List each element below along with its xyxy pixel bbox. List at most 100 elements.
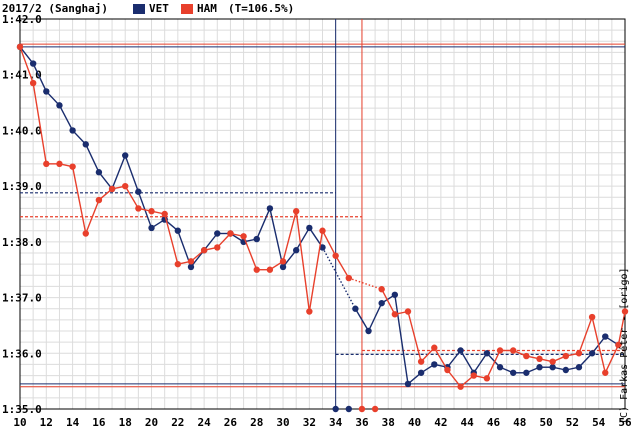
series-segment-ham — [591, 316, 606, 373]
x-tick-label: 26 — [224, 416, 238, 429]
series-segment-ham — [32, 82, 47, 164]
chart-title: 2017/2 (Sanghaj) — [2, 2, 108, 15]
series-segment-vet — [446, 350, 462, 368]
data-point-vet — [319, 244, 326, 251]
x-tick-label: 24 — [198, 416, 212, 429]
series-segment-vet — [85, 144, 100, 173]
y-tick-label: 1:40.0 — [2, 124, 42, 137]
plot-frame — [19, 18, 626, 410]
series-segment-ham — [242, 236, 258, 270]
series-segment-vet — [394, 294, 409, 385]
x-tick-label: 16 — [92, 416, 106, 429]
data-point-ham — [378, 286, 385, 293]
series-segment-ham — [578, 316, 593, 354]
data-point-ham — [575, 350, 583, 357]
series-segment-vet — [354, 308, 370, 332]
series-segment-ham — [407, 311, 422, 362]
data-point-ham — [510, 347, 517, 354]
legend-note-ham: (T=106.5%) — [228, 2, 295, 15]
series-segment-vet — [367, 302, 383, 332]
data-point-ham — [602, 369, 609, 376]
data-point-vet — [588, 350, 596, 357]
data-point-vet — [496, 364, 504, 371]
x-tick-label: 12 — [40, 416, 53, 429]
series-segment-vet — [111, 155, 126, 190]
data-point-vet — [174, 227, 182, 234]
data-point-vet — [135, 188, 142, 195]
series-segment-ham — [446, 369, 462, 388]
data-point-vet — [365, 327, 372, 335]
data-point-ham — [332, 252, 339, 259]
data-point-ham — [404, 308, 412, 315]
data-point-ham — [82, 230, 89, 237]
data-point-vet — [457, 347, 464, 354]
data-point-vet — [536, 364, 543, 371]
y-tick-label: 1:36.0 — [2, 347, 42, 360]
data-point-vet — [510, 369, 517, 376]
pit-marker-vet — [332, 405, 339, 413]
data-point-ham — [174, 260, 182, 268]
data-point-ham — [292, 208, 300, 215]
data-point-vet — [391, 291, 399, 298]
x-tick-label: 20 — [145, 416, 158, 429]
series-segment-ham — [308, 230, 324, 312]
y-tick-label: 1:37.0 — [2, 292, 42, 305]
data-point-vet — [82, 141, 89, 148]
data-point-ham — [214, 244, 221, 251]
series-segment-ham — [71, 166, 87, 234]
x-tick-label: 38 — [382, 416, 395, 429]
x-tick-label: 48 — [513, 416, 526, 429]
data-point-ham — [470, 372, 477, 379]
legend-swatch-ham — [181, 4, 193, 14]
data-point-vet — [43, 88, 50, 95]
series-segment-ham — [295, 211, 311, 312]
legend-swatch-vet — [133, 4, 145, 14]
data-point-ham — [431, 344, 438, 351]
data-point-vet — [549, 364, 556, 371]
series-segment-vet — [124, 155, 140, 192]
x-tick-label: 34 — [329, 416, 343, 429]
data-point-ham — [16, 43, 24, 51]
series-segment-vet — [203, 233, 218, 251]
x-tick-label: 18 — [119, 416, 132, 429]
data-point-ham — [253, 266, 260, 273]
data-point-ham — [135, 205, 142, 212]
series-segment-ham — [282, 211, 297, 262]
data-point-ham — [69, 163, 76, 170]
series-segment-vet — [19, 46, 34, 65]
series-segment-vet — [295, 227, 310, 251]
data-point-ham — [523, 352, 530, 360]
x-tick-label: 36 — [355, 416, 369, 429]
data-point-vet — [417, 369, 425, 376]
series-segment-vet — [269, 208, 284, 268]
data-point-vet — [483, 350, 491, 357]
x-tick-label: 46 — [487, 416, 501, 429]
x-tick-label: 44 — [461, 416, 475, 429]
data-point-vet — [266, 205, 274, 212]
x-tick-label: 40 — [408, 416, 421, 429]
series-segment-ham — [335, 255, 350, 279]
x-tick-label: 56 — [618, 416, 632, 429]
series-segment-ham — [617, 311, 626, 346]
data-point-ham — [122, 182, 129, 190]
data-point-ham — [200, 247, 208, 254]
data-point-vet — [122, 152, 129, 159]
data-point-vet — [279, 263, 287, 271]
y-tick-label: 1:38.0 — [2, 236, 42, 249]
data-point-ham — [56, 160, 63, 168]
data-point-vet — [602, 333, 609, 340]
data-point-ham — [95, 196, 103, 204]
y-tick-label: 1:35.0 — [2, 403, 42, 416]
series-segment-ham — [348, 277, 382, 290]
data-point-vet — [306, 224, 313, 232]
series-segment-ham — [486, 350, 501, 379]
data-point-ham — [319, 227, 326, 234]
data-point-ham — [483, 375, 491, 382]
data-point-vet — [404, 380, 412, 388]
data-point-vet — [29, 60, 37, 67]
data-point-vet — [214, 230, 221, 237]
data-point-ham — [615, 341, 622, 349]
data-point-vet — [431, 361, 438, 368]
series-segment-vet — [98, 171, 113, 190]
